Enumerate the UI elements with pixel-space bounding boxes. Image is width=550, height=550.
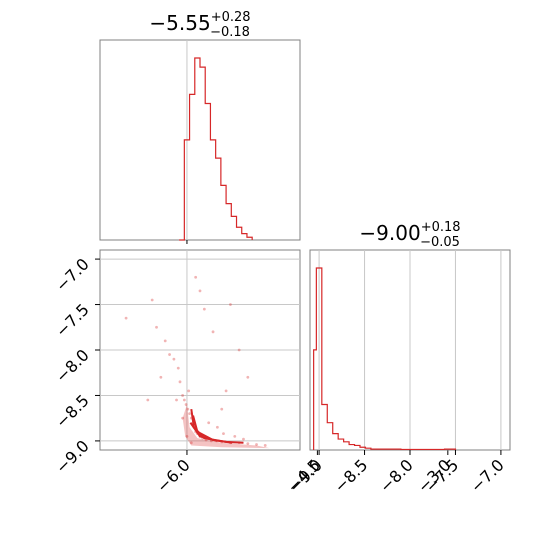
x-tick-label: −7.0	[467, 455, 508, 496]
x-ticks-param2: −9.0 −8.5 −8.0 −7.5 −7.0	[285, 450, 508, 496]
scatter-panel: −6.0 −4.5 −3.0 −9.0−8.5−8.0−7.5−7.0	[52, 249, 455, 496]
scatter-point	[163, 339, 167, 343]
scatter-point	[188, 412, 191, 416]
scatter-point	[242, 437, 245, 441]
y-tick-label: −8.0	[52, 345, 93, 386]
scatter-point	[184, 403, 188, 406]
scatter-point	[189, 441, 193, 445]
hist-param2-title-sub: −0.05	[420, 235, 460, 250]
hist-param1-panel: −5.55+0.28 −0.18	[99, 10, 301, 244]
scatter-point	[246, 375, 250, 379]
scatter-point	[155, 325, 158, 329]
scatter-point	[207, 421, 211, 425]
x-tick-label: −8.5	[330, 455, 371, 496]
scatter-point	[187, 389, 191, 393]
hist-param2-grid	[318, 250, 502, 450]
hist-param1-frame	[99, 39, 301, 241]
hist-param1-title: −5.55+0.28 −0.18	[149, 10, 250, 40]
density-region	[182, 404, 270, 449]
x-tick-label: −6.0	[153, 455, 194, 496]
scatter-point	[211, 330, 215, 334]
scatter-point	[215, 425, 219, 429]
scatter-point	[222, 432, 225, 436]
scatter-point	[146, 398, 150, 402]
y-tick-label: −9.0	[52, 436, 93, 477]
y-ticks-param2: −9.0−8.5 −8.0−7.5 −7.0	[52, 254, 100, 477]
scatter-point	[175, 398, 178, 402]
hist-param2-title: −9.00+0.18 −0.05	[359, 220, 460, 250]
scatter-point	[181, 394, 185, 397]
scatter-point	[182, 398, 186, 402]
hist-param2-steps	[313, 267, 457, 451]
scatter-point	[224, 389, 228, 393]
scatter-point	[237, 348, 241, 352]
x-tick-label: −9.0	[285, 455, 326, 496]
scatter-point	[150, 298, 154, 302]
y-tick-label: −7.5	[52, 300, 93, 341]
scatter-grid	[100, 250, 300, 450]
x-tick-label: −7.5	[421, 455, 462, 496]
scatter-point	[263, 444, 267, 447]
hist-param1-steps	[179, 57, 253, 241]
scatter-point	[176, 366, 180, 370]
y-tick-label: −7.0	[52, 254, 93, 295]
hist-param1-title-main: −5.55	[149, 11, 210, 35]
hist-param2-panel: −9.0 −8.5 −8.0 −7.5 −7.0 −9.00+0.18 −0.05	[285, 220, 511, 496]
scatter-point	[181, 416, 185, 420]
scatter-point	[198, 289, 202, 293]
scatter-point	[124, 316, 128, 320]
hist-param2-title-main: −9.00	[359, 221, 420, 245]
scatter-point	[202, 307, 206, 311]
hist-param1-title-sub: −0.18	[210, 25, 250, 40]
scatter-point	[220, 407, 224, 411]
x-tick-label: −8.0	[376, 455, 417, 496]
scatter-point	[186, 407, 190, 411]
scatter-point	[178, 380, 182, 384]
scatter-point	[246, 442, 250, 446]
hist-param1-title-sup: +0.28	[211, 10, 251, 25]
scatter-point	[185, 434, 189, 438]
scatter-contours	[189, 408, 244, 444]
scatter-point	[255, 443, 258, 446]
scatter-point	[159, 375, 163, 379]
scatter-points	[124, 275, 270, 449]
scatter-point	[172, 357, 176, 361]
hist-param2-title-sup: +0.18	[421, 220, 461, 235]
contour-line	[189, 422, 218, 442]
scatter-point	[194, 275, 198, 279]
scatter-point	[229, 303, 232, 306]
scatter-point	[233, 434, 237, 438]
scatter-point	[168, 353, 171, 356]
y-tick-label: −8.5	[52, 391, 93, 432]
contour-line	[192, 415, 233, 444]
